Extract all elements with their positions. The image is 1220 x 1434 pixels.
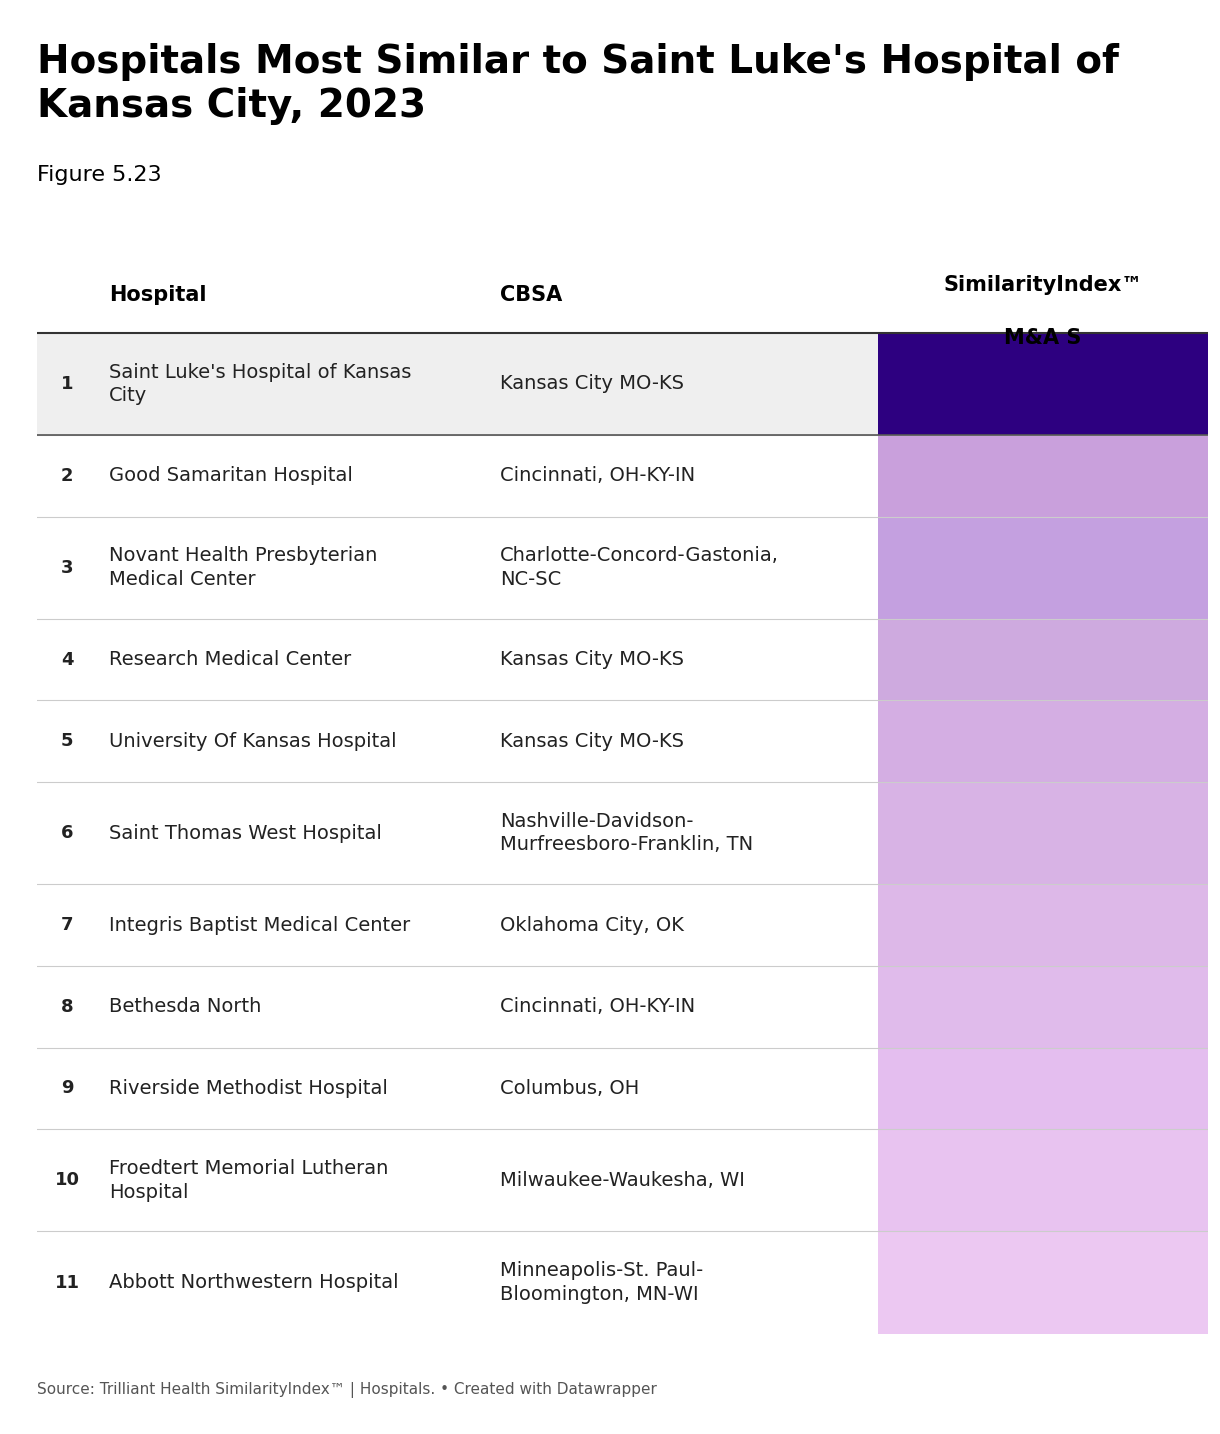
Text: CBSA: CBSA	[500, 285, 562, 305]
Text: 2: 2	[61, 466, 73, 485]
FancyBboxPatch shape	[878, 782, 1208, 885]
Text: 1: 1	[61, 374, 73, 393]
FancyBboxPatch shape	[878, 885, 1208, 967]
Text: Kansas City MO-KS: Kansas City MO-KS	[500, 731, 683, 751]
FancyBboxPatch shape	[878, 1232, 1208, 1334]
Text: M&A S: M&A S	[1004, 328, 1082, 348]
Text: Milwaukee-Waukesha, WI: Milwaukee-Waukesha, WI	[500, 1172, 744, 1190]
FancyBboxPatch shape	[878, 967, 1208, 1048]
FancyBboxPatch shape	[878, 618, 1208, 700]
Text: Charlotte-Concord-Gastonia,
NC-SC: Charlotte-Concord-Gastonia, NC-SC	[500, 546, 778, 589]
Text: Figure 5.23: Figure 5.23	[37, 165, 161, 185]
FancyBboxPatch shape	[878, 516, 1208, 618]
Text: Riverside Methodist Hospital: Riverside Methodist Hospital	[110, 1078, 388, 1098]
Text: 5: 5	[61, 733, 73, 750]
Text: Nashville-Davidson-
Murfreesboro-Franklin, TN: Nashville-Davidson- Murfreesboro-Frankli…	[500, 812, 753, 855]
Text: Froedtert Memorial Lutheran
Hospital: Froedtert Memorial Lutheran Hospital	[110, 1159, 389, 1202]
Text: Kansas City MO-KS: Kansas City MO-KS	[500, 374, 683, 393]
Text: University Of Kansas Hospital: University Of Kansas Hospital	[110, 731, 397, 751]
Text: Columbus, OH: Columbus, OH	[500, 1078, 639, 1098]
Text: Novant Health Presbyterian
Medical Center: Novant Health Presbyterian Medical Cente…	[110, 546, 378, 589]
Text: Research Medical Center: Research Medical Center	[110, 650, 351, 670]
Text: 6: 6	[61, 825, 73, 842]
Text: Saint Luke's Hospital of Kansas
City: Saint Luke's Hospital of Kansas City	[110, 363, 411, 404]
FancyBboxPatch shape	[878, 435, 1208, 516]
Text: 9: 9	[61, 1080, 73, 1097]
Text: Source: Trilliant Health SimilarityIndex™ | Hospitals. • Created with Datawrappe: Source: Trilliant Health SimilarityIndex…	[37, 1382, 656, 1398]
Text: 11: 11	[55, 1273, 79, 1292]
FancyBboxPatch shape	[878, 1130, 1208, 1232]
Text: Hospital: Hospital	[110, 285, 207, 305]
Text: Cincinnati, OH-KY-IN: Cincinnati, OH-KY-IN	[500, 997, 695, 1017]
Text: Integris Baptist Medical Center: Integris Baptist Medical Center	[110, 915, 411, 935]
Text: Hospitals Most Similar to Saint Luke's Hospital of Kansas City, 2023: Hospitals Most Similar to Saint Luke's H…	[37, 43, 1119, 125]
Text: Good Samaritan Hospital: Good Samaritan Hospital	[110, 466, 353, 485]
Text: 10: 10	[55, 1172, 79, 1189]
Text: Cincinnati, OH-KY-IN: Cincinnati, OH-KY-IN	[500, 466, 695, 485]
Text: Abbott Northwestern Hospital: Abbott Northwestern Hospital	[110, 1273, 399, 1292]
Text: Kansas City MO-KS: Kansas City MO-KS	[500, 650, 683, 670]
Text: 7: 7	[61, 916, 73, 934]
Text: Minneapolis-St. Paul-
Bloomington, MN-WI: Minneapolis-St. Paul- Bloomington, MN-WI	[500, 1262, 703, 1304]
Text: SimilarityIndex™: SimilarityIndex™	[943, 275, 1143, 294]
Text: Oklahoma City, OK: Oklahoma City, OK	[500, 915, 683, 935]
FancyBboxPatch shape	[878, 700, 1208, 782]
Text: 3: 3	[61, 559, 73, 576]
FancyBboxPatch shape	[37, 333, 878, 435]
Text: Saint Thomas West Hospital: Saint Thomas West Hospital	[110, 823, 382, 843]
Text: 4: 4	[61, 651, 73, 668]
Text: 8: 8	[61, 998, 73, 1015]
Text: Bethesda North: Bethesda North	[110, 997, 261, 1017]
FancyBboxPatch shape	[878, 1048, 1208, 1130]
FancyBboxPatch shape	[878, 333, 1208, 435]
